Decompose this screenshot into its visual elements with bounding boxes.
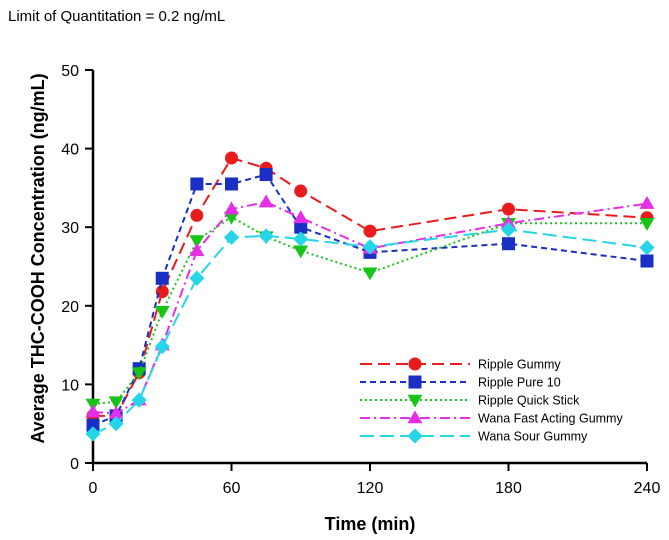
series-4 bbox=[85, 221, 655, 442]
axes-group: 0 10 20 30 40 50 0 60 120 180 240 bbox=[61, 63, 660, 497]
legend-item: Wana Fast Acting Gummy bbox=[360, 410, 623, 426]
point-circle bbox=[155, 285, 169, 299]
point-diamond bbox=[189, 270, 205, 286]
point-square bbox=[155, 271, 169, 285]
point-triangle-down bbox=[639, 217, 655, 231]
point-triangle-down bbox=[108, 396, 124, 410]
x-tick-label: 0 bbox=[89, 480, 98, 497]
y-tick-label: 30 bbox=[61, 220, 79, 237]
point-triangle-down bbox=[189, 235, 205, 249]
legend-item: Ripple Quick Stick bbox=[360, 394, 580, 408]
y-tick-label: 10 bbox=[61, 377, 79, 394]
point-diamond bbox=[131, 392, 147, 408]
legend-item: Ripple Gummy bbox=[360, 357, 561, 372]
point-triangle-up bbox=[85, 404, 101, 418]
point-square bbox=[502, 237, 515, 251]
legend-item: Wana Sour Gummy bbox=[360, 428, 588, 444]
point-square bbox=[259, 168, 273, 182]
point-diamond bbox=[108, 416, 124, 432]
point-diamond bbox=[639, 240, 655, 256]
note-text: Limit of Quantitation = 0.2 ng/mL bbox=[8, 8, 226, 25]
y-axis-title: Average THC-COOH Concentration (ng/mL) bbox=[28, 73, 48, 443]
point-circle bbox=[363, 224, 377, 238]
point-triangle-down bbox=[362, 267, 378, 281]
point-square bbox=[225, 177, 238, 191]
point-triangle-up bbox=[293, 210, 309, 224]
point-diamond bbox=[223, 229, 240, 246]
series-layer bbox=[85, 151, 655, 442]
point-circle bbox=[225, 151, 238, 165]
point-triangle-up bbox=[224, 201, 239, 215]
x-tick-label: 60 bbox=[223, 480, 241, 497]
point-triangle-up bbox=[639, 196, 655, 209]
y-tick-label: 40 bbox=[61, 142, 79, 159]
legend-item: Ripple Pure 10 bbox=[360, 375, 561, 390]
point-triangle-down bbox=[407, 394, 423, 408]
point-triangle-down bbox=[154, 306, 170, 319]
legend-label: Ripple Quick Stick bbox=[478, 394, 580, 408]
point-diamond bbox=[407, 428, 423, 444]
point-diamond bbox=[154, 339, 170, 355]
x-tick-label: 240 bbox=[634, 480, 661, 497]
point-circle bbox=[294, 184, 308, 198]
point-square bbox=[408, 375, 422, 389]
x-tick-label: 120 bbox=[357, 480, 384, 497]
x-tick-label: 180 bbox=[495, 480, 522, 497]
y-tick-label: 50 bbox=[61, 63, 79, 80]
legend-label: Ripple Pure 10 bbox=[478, 376, 561, 390]
point-triangle-up bbox=[258, 194, 274, 208]
series-1 bbox=[86, 168, 654, 432]
point-triangle-up bbox=[407, 410, 423, 424]
y-tick-label: 20 bbox=[61, 299, 79, 316]
point-triangle-up bbox=[189, 243, 205, 257]
point-diamond bbox=[85, 426, 101, 442]
series-line bbox=[93, 156, 648, 417]
point-square bbox=[190, 177, 204, 191]
point-diamond bbox=[293, 231, 309, 247]
point-circle bbox=[190, 208, 204, 222]
point-circle bbox=[502, 202, 515, 216]
legend: Ripple Gummy Ripple Pure 10 Ripple Quick S… bbox=[360, 357, 623, 444]
point-square bbox=[640, 254, 654, 268]
x-axis-title: Time (min) bbox=[325, 514, 416, 534]
point-triangle-down bbox=[293, 245, 309, 259]
legend-label: Wana Fast Acting Gummy bbox=[478, 412, 623, 426]
point-diamond bbox=[258, 228, 274, 244]
y-tick-label: 0 bbox=[70, 456, 79, 473]
point-circle bbox=[408, 357, 422, 371]
series-line bbox=[92, 173, 648, 427]
legend-label: Ripple Gummy bbox=[478, 358, 561, 372]
legend-label: Wana Sour Gummy bbox=[478, 430, 588, 444]
point-triangle-down bbox=[131, 367, 147, 381]
point-diamond bbox=[362, 239, 378, 255]
point-diamond bbox=[500, 221, 517, 238]
